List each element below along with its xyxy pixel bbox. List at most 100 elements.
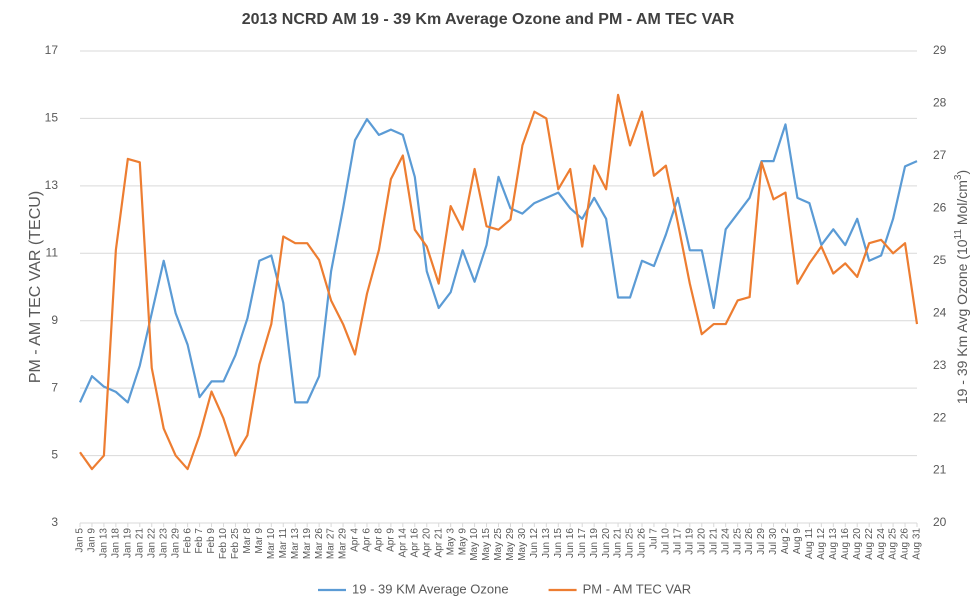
y2-tick-label: 23 [933,358,947,372]
x-tick-label: Jun 26 [637,528,648,558]
x-tick-label: Jul 7 [649,528,660,550]
label-part: 3 [953,174,964,180]
x-tick-label: Apr 9 [386,528,397,552]
x-tick-label: Feb 10 [218,528,229,560]
x-tick-label: Aug 12 [816,528,827,560]
x-tick-label: Aug 13 [828,528,839,560]
x-tick-label: Jan 13 [99,528,110,558]
legend-label: PM - AM TEC VAR [583,581,692,596]
x-tick-label: Feb 9 [206,528,217,554]
x-tick-label: May 3 [445,528,456,556]
x-tick-label: Jul 19 [684,528,695,555]
x-tick-label: Aug 31 [912,528,923,560]
y-tick-label: 5 [51,448,58,462]
x-tick-label: Mar 29 [338,528,349,560]
x-tick-label: Jun 12 [529,528,540,558]
y2-tick-label: 28 [933,96,947,110]
x-tick-label: Aug 2 [780,528,791,555]
x-tick-label: Apr 6 [362,528,373,552]
x-tick-label: Feb 7 [194,528,205,554]
x-tick-label: May 30 [517,528,528,561]
y2-tick-label: 25 [933,253,947,267]
y2-axis-label: 19 - 39 Km Avg Ozone (1011 Mol/cm3) [953,170,970,404]
x-tick-label: Jun 17 [577,528,588,558]
y2-tick-label: 22 [933,410,947,424]
label-part: Mol/cm [954,180,970,229]
x-tick-label: Jun 20 [601,528,612,558]
x-tick-label: Aug 25 [888,528,899,560]
series-line [79,93,919,471]
x-tick-label: Mar 8 [242,528,253,554]
x-tick-label: Jul 17 [672,528,683,555]
x-tick-label: Feb 6 [182,528,193,554]
x-tick-label: Aug 16 [840,528,851,560]
y-tick-label: 15 [45,111,59,125]
x-tick-label: Jan 23 [158,528,169,558]
x-tick-label: Apr 14 [397,528,408,558]
x-tick-label: Jan 22 [146,528,157,558]
x-tick-label: Jul 29 [756,528,767,555]
x-tick-label: Jul 24 [720,528,731,555]
x-tick-label: Aug 11 [804,528,815,559]
x-tick-label: Aug 26 [900,528,911,560]
x-tick-label: May 15 [481,528,492,561]
x-tick-label: Jan 9 [87,528,98,553]
x-tick-label: Mar 27 [326,528,337,560]
x-tick-label: Apr 8 [374,528,385,552]
x-tick-label: Feb 25 [230,528,241,560]
x-tick-label: Jan 18 [111,528,122,558]
y2-tick-label: 27 [933,148,947,162]
x-tick-label: Jul 26 [744,528,755,555]
y-tick-label: 11 [46,245,59,259]
x-tick-label: Jul 30 [768,528,779,555]
x-tick-label: Aug 9 [792,528,803,555]
label-part: 19 - 39 Km Avg Ozone (10 [954,239,970,404]
x-tick-label: Apr 16 [409,528,420,558]
x-tick-label: Jan 19 [122,528,133,558]
y-axis-label: PM - AM TEC VAR (TECU) [27,191,44,383]
label-part: ) [954,170,970,175]
x-tick-label: Apr 21 [433,528,444,558]
x-tick-label: Aug 20 [852,528,863,560]
y2-tick-label: 29 [933,43,947,57]
x-tick-label: Jul 21 [708,528,719,555]
series-line [78,118,918,404]
x-tick-label: Jun 25 [625,528,636,558]
x-tick-label: May 25 [493,528,504,561]
x-tick-label: Jul 10 [661,528,672,555]
x-tick-label: May 9 [457,528,468,556]
x-tick-label: Apr 4 [350,528,361,552]
x-tick-label: Jan 5 [75,528,86,553]
y-tick-label: 13 [45,178,59,192]
x-tick-label: Mar 10 [266,528,277,560]
x-tick-label: May 10 [469,528,480,561]
y-tick-label: 17 [45,43,59,57]
y2-tick-label: 21 [933,463,947,477]
legend-label: 19 - 39 KM Average Ozone [352,581,509,596]
x-tick-label: Apr 20 [421,528,432,558]
y2-tick-label: 24 [933,305,947,319]
x-tick-label: Mar 19 [302,528,313,560]
y-tick-label: 7 [51,380,58,394]
x-tick-label: Jun 15 [553,528,564,558]
x-tick-label: Mar 11 [278,528,289,559]
x-tick-label: Mar 9 [254,528,265,554]
x-tick-label: May 29 [505,528,516,561]
x-tick-label: Jan 29 [170,528,181,558]
y-tick-label: 3 [51,515,58,529]
x-tick-label: Aug 24 [876,528,887,560]
y2-tick-label: 20 [933,515,947,529]
chart-title: 2013 NCRD AM 19 - 39 Km Average Ozone an… [242,11,735,28]
x-tick-label: Jul 25 [732,528,743,555]
x-tick-label: Jun 13 [541,528,552,558]
x-tick-label: Jan 21 [134,528,145,558]
x-tick-label: Mar 26 [314,528,325,560]
x-tick-label: Mar 13 [290,528,301,560]
y2-tick-label: 26 [933,201,947,215]
x-tick-label: Jul 20 [696,528,707,555]
x-tick-label: Aug 22 [864,528,875,560]
x-tick-label: Jun 21 [613,528,624,558]
label-part: 11 [953,229,964,240]
x-tick-label: Jun 16 [565,528,576,558]
